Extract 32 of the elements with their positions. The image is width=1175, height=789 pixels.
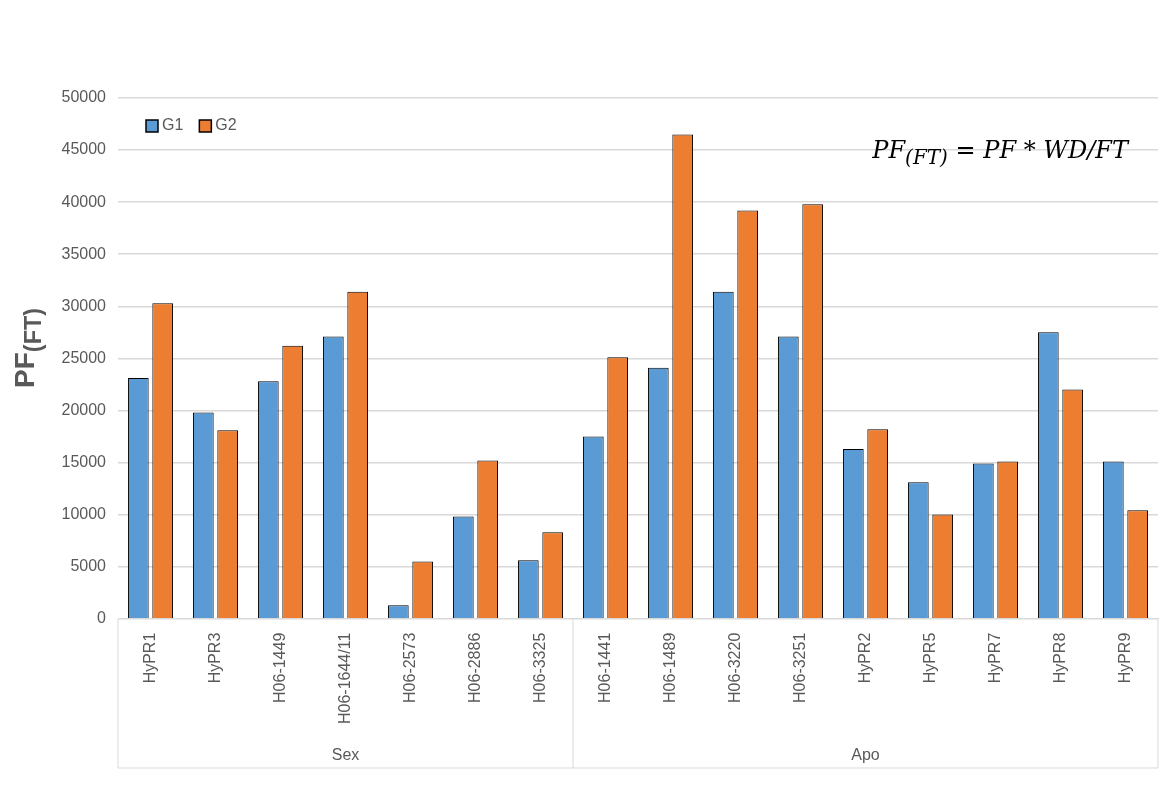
legend-label: G1 <box>162 116 184 134</box>
x-tick-label: H06-1441 <box>595 632 613 703</box>
x-tick-label: HyPR3 <box>205 632 223 684</box>
x-tick-label: H06-1644/11 <box>335 632 353 724</box>
y-tick-label: 30000 <box>61 296 107 314</box>
x-tick-label: HyPR7 <box>985 632 1003 684</box>
text: Apo <box>851 746 880 764</box>
x-tick-label: HyPR9 <box>1115 632 1133 684</box>
y-tick-label: 0 <box>97 609 107 627</box>
text: Sex <box>331 746 360 764</box>
y-tick-label: 25000 <box>61 348 107 366</box>
x-tick-label: HyPR8 <box>1050 632 1068 684</box>
y-tick-label: 45000 <box>61 140 107 158</box>
y-tick-label: 15000 <box>61 452 107 470</box>
y-tick-label: 10000 <box>61 504 107 522</box>
x-tick-label: H06-3325 <box>530 632 548 703</box>
x-tick-label: H06-2886 <box>465 632 483 703</box>
y-tick-label: 40000 <box>61 192 107 210</box>
y-tick-label: 35000 <box>61 244 107 262</box>
x-tick-label: HyPR2 <box>855 632 873 684</box>
x-tick-label: H06-3220 <box>725 632 743 703</box>
annotation: PF$_{(FT)}$ = PF * WD/FT <box>872 136 1128 169</box>
y-tick-label: 5000 <box>70 557 107 575</box>
x-tick-label: H06-2573 <box>400 632 418 703</box>
y-tick-label: 50000 <box>61 88 107 106</box>
legend-label: G2 <box>215 116 237 134</box>
x-tick-label: H06-3251 <box>790 632 808 703</box>
x-tick-label: H06-1449 <box>270 632 288 703</box>
x-tick-label: H06-1489 <box>660 632 678 703</box>
x-tick-label: HyPR1 <box>140 632 158 684</box>
x-tick-label: HyPR5 <box>920 632 938 684</box>
y-tick-label: 20000 <box>61 400 107 418</box>
